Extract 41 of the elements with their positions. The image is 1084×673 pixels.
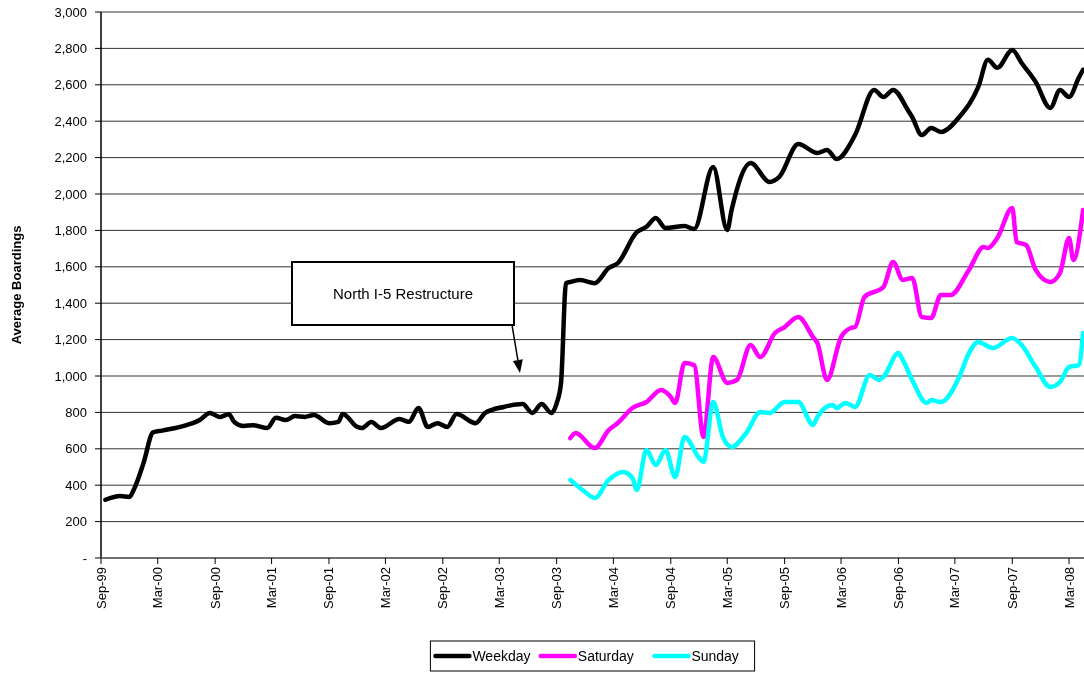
y-axis-title: Average Boardings bbox=[9, 225, 24, 345]
x-tick-label: Mar-02 bbox=[377, 567, 393, 609]
y-tick-label: 200 bbox=[65, 514, 87, 530]
y-tick-label: 1,000 bbox=[54, 368, 87, 384]
x-tick-label: Sep-03 bbox=[549, 567, 565, 609]
y-tick-label: - bbox=[82, 550, 87, 566]
x-tick-label: Sep-07 bbox=[1004, 567, 1020, 609]
x-tick-label: Sep-05 bbox=[777, 567, 793, 609]
x-tick-label: Mar-04 bbox=[605, 567, 621, 609]
x-tick-label: Sep-99 bbox=[93, 567, 109, 609]
line-series bbox=[568, 330, 1084, 501]
x-tick-label: Mar-03 bbox=[491, 567, 507, 609]
y-tick-label: 2,800 bbox=[54, 40, 87, 56]
legend-label: Weekday bbox=[472, 648, 531, 664]
legend-label: Sunday bbox=[691, 648, 739, 664]
y-tick-label: 800 bbox=[65, 404, 87, 420]
y-tick-label: 1,600 bbox=[54, 259, 87, 275]
y-tick-label: 3,000 bbox=[54, 4, 87, 20]
line-series bbox=[568, 205, 1084, 451]
x-tick-label: Mar-08 bbox=[1061, 567, 1077, 609]
x-tick-label: Sep-06 bbox=[890, 567, 906, 609]
x-tick-label: Mar-00 bbox=[150, 567, 166, 609]
x-tick-label: Mar-01 bbox=[264, 567, 280, 609]
x-tick-label: Mar-06 bbox=[833, 567, 849, 609]
y-tick-label: 1,800 bbox=[54, 222, 87, 238]
y-tick-label: 2,000 bbox=[54, 186, 87, 202]
y-tick-label: 1,400 bbox=[54, 295, 87, 311]
y-tick-label: 1,200 bbox=[54, 332, 87, 348]
y-tick-label: 2,600 bbox=[54, 77, 87, 93]
x-tick-label: Sep-00 bbox=[207, 567, 223, 609]
y-tick-label: 400 bbox=[65, 477, 87, 493]
x-tick-label: Sep-04 bbox=[663, 567, 679, 609]
x-tick-label: Sep-02 bbox=[435, 567, 451, 609]
x-tick-label: Mar-05 bbox=[719, 567, 735, 609]
annotation: North I-5 Restructure bbox=[332, 284, 474, 302]
y-tick-label: 2,400 bbox=[54, 113, 87, 129]
legend-label: Saturday bbox=[577, 648, 634, 664]
x-tick-label: Sep-01 bbox=[321, 567, 337, 609]
y-tick-label: 600 bbox=[65, 441, 87, 457]
y-tick-label: 2,200 bbox=[54, 150, 87, 166]
x-tick-label: Mar-07 bbox=[947, 567, 963, 609]
